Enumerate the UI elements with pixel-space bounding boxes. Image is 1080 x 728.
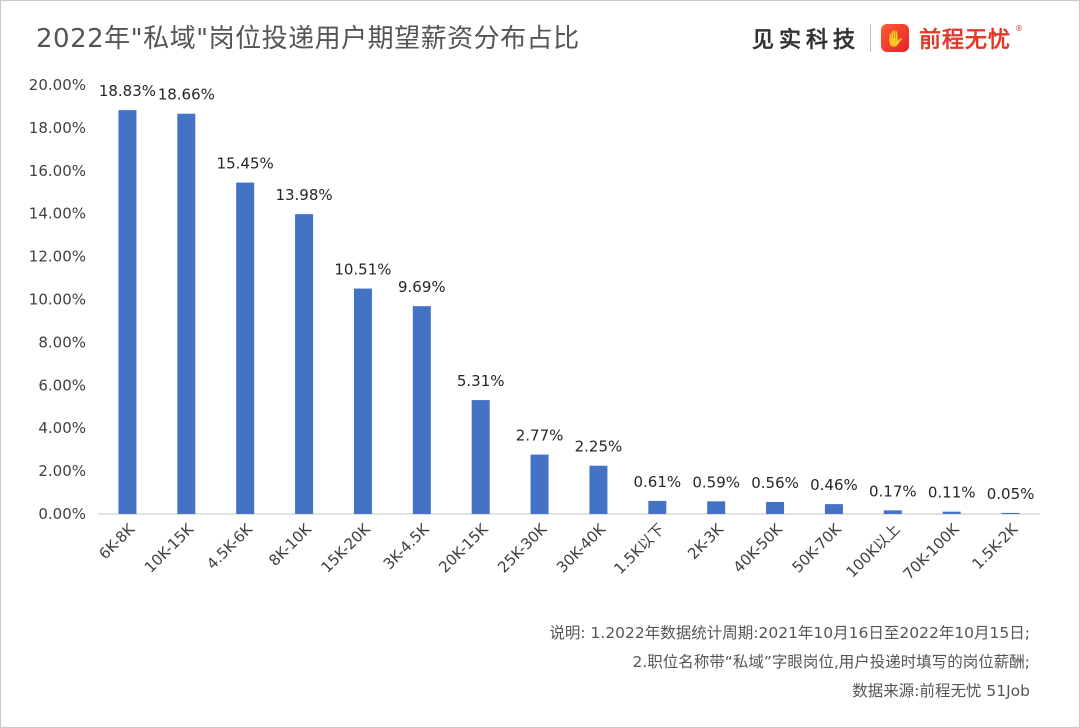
y-tick-label: 18.00% (29, 119, 86, 137)
y-tick-label: 16.00% (29, 162, 86, 180)
data-label: 0.56% (751, 474, 799, 492)
x-tick-label: 20K-15K (435, 519, 492, 576)
bar (412, 306, 431, 514)
data-label: 5.31% (457, 372, 505, 390)
bar (942, 511, 961, 514)
data-label: 9.69% (398, 278, 446, 296)
bar (177, 113, 196, 515)
x-tick-label: 10K-15K (141, 519, 198, 576)
registered-mark-icon: ® (1015, 23, 1024, 33)
data-label: 13.98% (275, 186, 332, 204)
x-tick-label: 25K-30K (494, 519, 551, 576)
x-tick-label: 70K-100K (899, 519, 963, 583)
brand-divider (870, 24, 872, 52)
bar (883, 510, 902, 514)
y-tick-label: 14.00% (29, 205, 86, 223)
data-label: 0.61% (633, 473, 681, 491)
y-tick-label: 8.00% (38, 333, 86, 351)
y-tick-label: 12.00% (29, 248, 86, 266)
x-tick-label: 40K-50K (730, 519, 787, 576)
data-label: 18.83% (99, 82, 156, 100)
x-tick-label: 8K-10K (265, 519, 315, 569)
bar (766, 501, 785, 514)
y-tick-label: 0.00% (38, 505, 86, 523)
bar (707, 501, 726, 514)
data-label: 2.25% (575, 438, 623, 456)
x-tick-label: 100K以上 (842, 520, 903, 581)
data-label: 0.05% (987, 485, 1035, 503)
data-source: 数据来源:前程无忧 51Job (852, 682, 1030, 700)
y-tick-label: 2.00% (38, 462, 86, 480)
x-tick-label: 3K-4.5K (380, 519, 434, 573)
data-label: 0.59% (692, 473, 740, 491)
bar (471, 400, 490, 514)
y-tick-label: 10.00% (29, 291, 86, 309)
bar (648, 500, 667, 514)
bar (1001, 512, 1020, 514)
data-label: 0.46% (810, 476, 858, 494)
data-label: 10.51% (334, 261, 391, 279)
bar (118, 110, 137, 514)
bar (353, 288, 372, 514)
note-line-1: 说明: 1.2022年数据统计周期:2021年10月16日至2022年10月15… (549, 624, 1030, 642)
data-label: 0.11% (928, 484, 976, 502)
brand-jianshi: 见实科技 (752, 28, 861, 53)
data-label: 2.77% (516, 427, 564, 445)
bar (236, 182, 255, 514)
bar-chart: 0.00% 2.00% 4.00% 6.00% 8.00% 10.00% 12.00% 14.… (29, 76, 1040, 583)
x-tick-label: 30K-40K (553, 519, 610, 576)
bar (824, 504, 843, 514)
bar (530, 454, 549, 514)
data-label: 15.45% (217, 155, 274, 173)
chart-title: 2022年"私域"岗位投递用户期望薪资分布占比 (36, 24, 580, 54)
y-tick-label: 6.00% (38, 376, 86, 394)
data-label: 0.17% (869, 482, 917, 500)
x-tick-label: 1.5K-2K (968, 519, 1022, 573)
brand-qiancheng: 前程无忧 (919, 28, 1012, 53)
x-tick-label: 1.5K以下 (610, 520, 668, 578)
chart-notes: 说明: 1.2022年数据统计周期:2021年10月16日至2022年10月15… (549, 619, 1030, 706)
bar (589, 465, 608, 514)
x-tick-label: 50K-70K (788, 519, 845, 576)
x-tick-label: 15K-20K (317, 519, 374, 576)
note-line-2: 2.职位名称带“私域”字眼岗位,用户投递时填写的岗位薪酬; (632, 653, 1031, 671)
x-tick-label: 6K-8K (95, 519, 139, 563)
x-tick-label: 4.5K-6K (203, 519, 257, 573)
brand-area: 见实科技 ✋ 前程无忧 ® (752, 20, 1029, 56)
y-tick-label: 4.00% (38, 419, 86, 437)
qiancheng-logo-icon: ✋ (881, 24, 910, 52)
y-tick-label: 20.00% (29, 76, 86, 94)
x-tick-label: 2K-3K (684, 519, 728, 563)
data-label: 18.66% (158, 86, 215, 104)
bar (295, 214, 314, 514)
